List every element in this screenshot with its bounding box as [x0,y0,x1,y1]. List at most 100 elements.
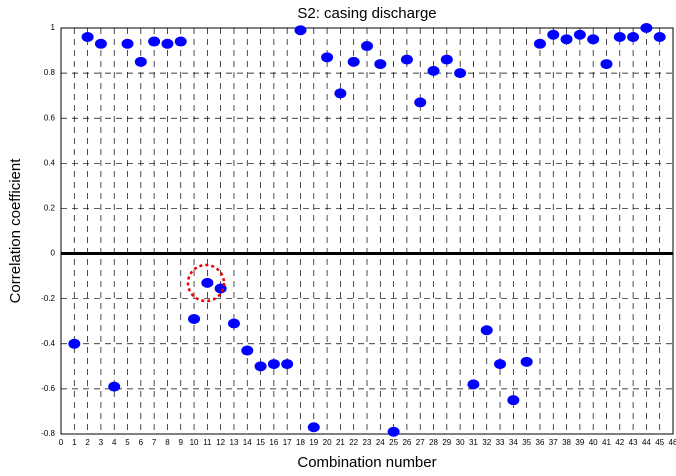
point [307,422,320,433]
x-tick-label: 34 [509,438,518,447]
x-tick-label: 14 [243,438,252,447]
x-tick-label: 33 [496,438,505,447]
x-axis-label: Combination number [297,454,436,471]
point [281,359,294,370]
x-tick-label: 9 [179,438,184,447]
point [600,59,613,70]
point [467,379,480,390]
x-tick-label: 37 [549,438,558,447]
point [387,426,400,437]
point [480,325,493,336]
x-tick-label: 39 [575,438,584,447]
x-tick-label: 5 [125,438,130,447]
x-tick-label: 38 [562,438,571,447]
x-tick-label: 17 [283,438,292,447]
point [321,52,334,63]
x-tick-label: 0 [59,438,64,447]
point [454,68,467,79]
x-tick-label: 16 [269,438,278,447]
point [627,32,640,43]
point [334,88,347,99]
y-tick-label: -0.8 [41,429,55,438]
x-tick-label: 32 [482,438,491,447]
point [188,313,201,324]
point [507,395,520,406]
x-tick-label: 1 [72,438,77,447]
x-tick-label: 23 [363,438,372,447]
point [440,54,453,65]
point [374,59,387,70]
x-tick-label: 3 [99,438,104,447]
point [68,338,81,349]
y-tick-label: -0.4 [41,339,55,348]
x-tick-label: 12 [216,438,225,447]
point [108,381,121,392]
x-tick-label: 41 [602,438,611,447]
x-tick-label: 36 [536,438,545,447]
y-tick-label: 1 [51,23,56,32]
x-tick-label: 21 [336,438,345,447]
y-tick-label: 0 [51,249,56,258]
x-tick-label: 11 [203,438,212,447]
x-tick-label: 42 [615,438,624,447]
point [254,361,267,372]
y-axis-label: Correlation coefficient [7,158,24,304]
x-tick-label: 35 [522,438,531,447]
point [427,65,440,76]
x-tick-label: 40 [589,438,598,447]
point [227,318,240,329]
point [267,359,280,370]
point [587,34,600,45]
x-tick-label: 18 [296,438,305,447]
x-tick-label: 30 [456,438,465,447]
x-tick-label: 13 [230,438,239,447]
highlight-circle [186,263,226,303]
x-tick-label: 10 [190,438,199,447]
x-tick-label: 28 [429,438,438,447]
point [174,36,187,47]
x-tick-label: 46 [669,438,676,447]
x-tick-label: 19 [309,438,318,447]
x-tick-label: 20 [323,438,332,447]
x-tick-label: 4 [112,438,117,447]
y-tick-label: -0.2 [41,294,55,303]
point [573,29,586,40]
x-tick-label: 29 [442,438,451,447]
x-tick-label: 7 [152,438,157,447]
point [81,32,94,43]
y-tick-label: 0.8 [44,68,56,77]
point [613,32,626,43]
x-tick-label: 45 [655,438,664,447]
x-tick-label: 44 [642,438,651,447]
point [347,56,360,67]
chart-title: S2: casing discharge [297,5,436,22]
x-tick-label: 43 [629,438,638,447]
point [201,277,214,288]
y-tick-label: 0.4 [44,158,56,167]
point [241,345,254,356]
point [547,29,560,40]
x-tick-label: 24 [376,438,385,447]
point [494,359,507,370]
point [214,283,227,294]
point [640,23,653,33]
x-tick-label: 15 [256,438,265,447]
x-tick-label: 6 [139,438,144,447]
point [134,56,147,67]
point [560,34,573,45]
point [94,38,107,49]
point [148,36,161,47]
point [121,38,134,49]
point [400,54,413,65]
y-tick-label: 0.6 [44,113,56,122]
point [361,41,373,52]
point [161,38,174,49]
point [294,25,307,36]
x-tick-label: 2 [85,438,90,447]
point [653,32,666,43]
x-tick-label: 27 [416,438,425,447]
point [414,97,427,108]
x-tick-label: 26 [402,438,411,447]
point [533,38,546,49]
